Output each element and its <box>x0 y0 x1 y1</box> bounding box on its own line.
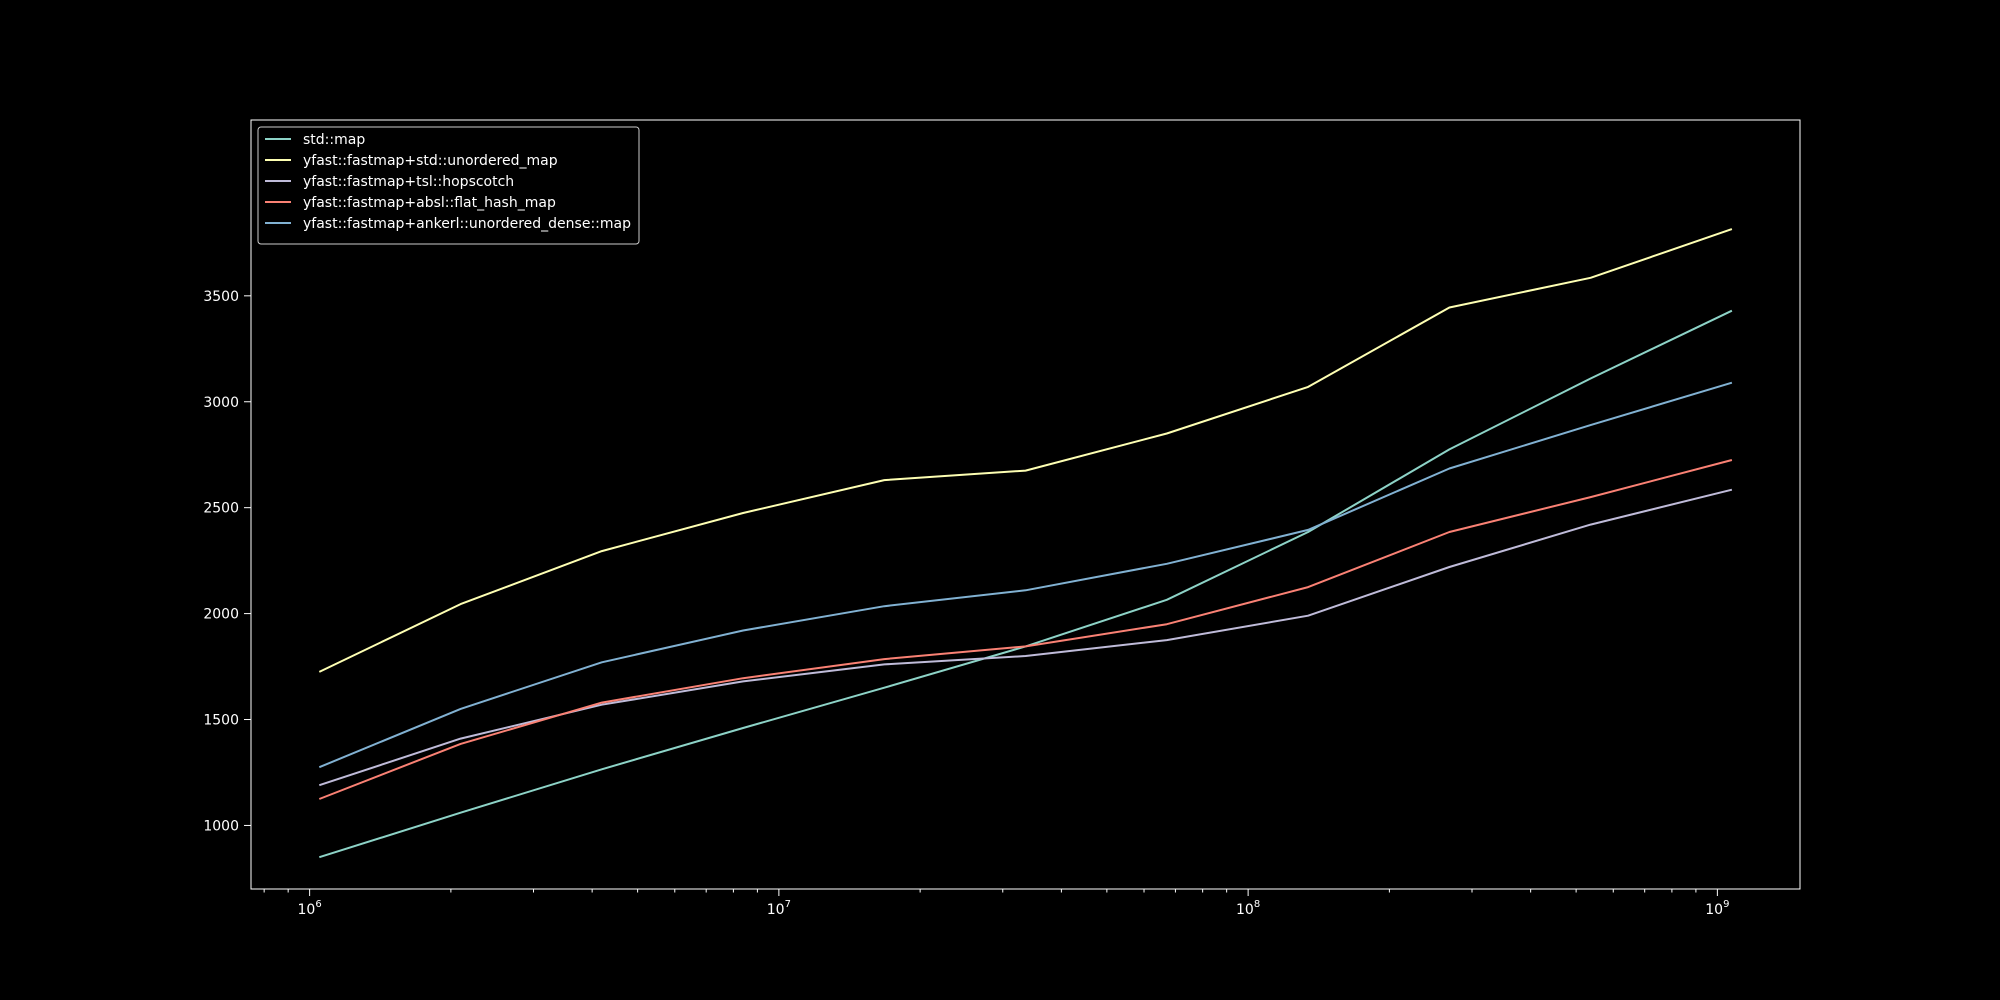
series-line-4 <box>318 381 1733 769</box>
legend-label-1: yfast::fastmap+std::unordered_map <box>303 153 558 169</box>
y-tick-label: 2500 <box>203 501 239 517</box>
x-tick-base: 10 <box>298 902 316 918</box>
x-tick-label: 107 <box>767 899 791 918</box>
x-tick-exponent: 7 <box>785 899 791 910</box>
x-tick-label: 106 <box>298 899 322 918</box>
legend-label-2: yfast::fastmap+tsl::hopscotch <box>303 174 514 190</box>
y-tick-label: 2000 <box>203 607 239 623</box>
x-tick-exponent: 6 <box>315 899 321 910</box>
legend-label-4: yfast::fastmap+ankerl::unordered_dense::… <box>303 216 631 232</box>
series-line-3 <box>318 459 1733 800</box>
plot-frame <box>250 119 1801 890</box>
y-tick-label: 1500 <box>203 713 239 729</box>
legend-label-3: yfast::fastmap+absl::flat_hash_map <box>303 195 556 211</box>
y-tick-label: 1000 <box>203 818 239 834</box>
x-tick-exponent: 9 <box>1723 899 1729 910</box>
x-tick-label: 109 <box>1705 899 1729 918</box>
legend-box <box>257 126 640 245</box>
x-tick-label: 108 <box>1236 899 1260 918</box>
x-tick-base: 10 <box>767 902 785 918</box>
legend: std::mapyfast::fastmap+std::unordered_ma… <box>257 126 640 245</box>
legend-label-0: std::map <box>303 132 365 148</box>
y-tick-label: 3500 <box>203 289 239 305</box>
series-layer <box>318 228 1733 859</box>
x-tick-base: 10 <box>1705 902 1723 918</box>
y-tick-label: 3000 <box>203 395 239 411</box>
x-tick-base: 10 <box>1236 902 1254 918</box>
x-tick-exponent: 8 <box>1254 899 1260 910</box>
series-line-1 <box>318 228 1733 673</box>
